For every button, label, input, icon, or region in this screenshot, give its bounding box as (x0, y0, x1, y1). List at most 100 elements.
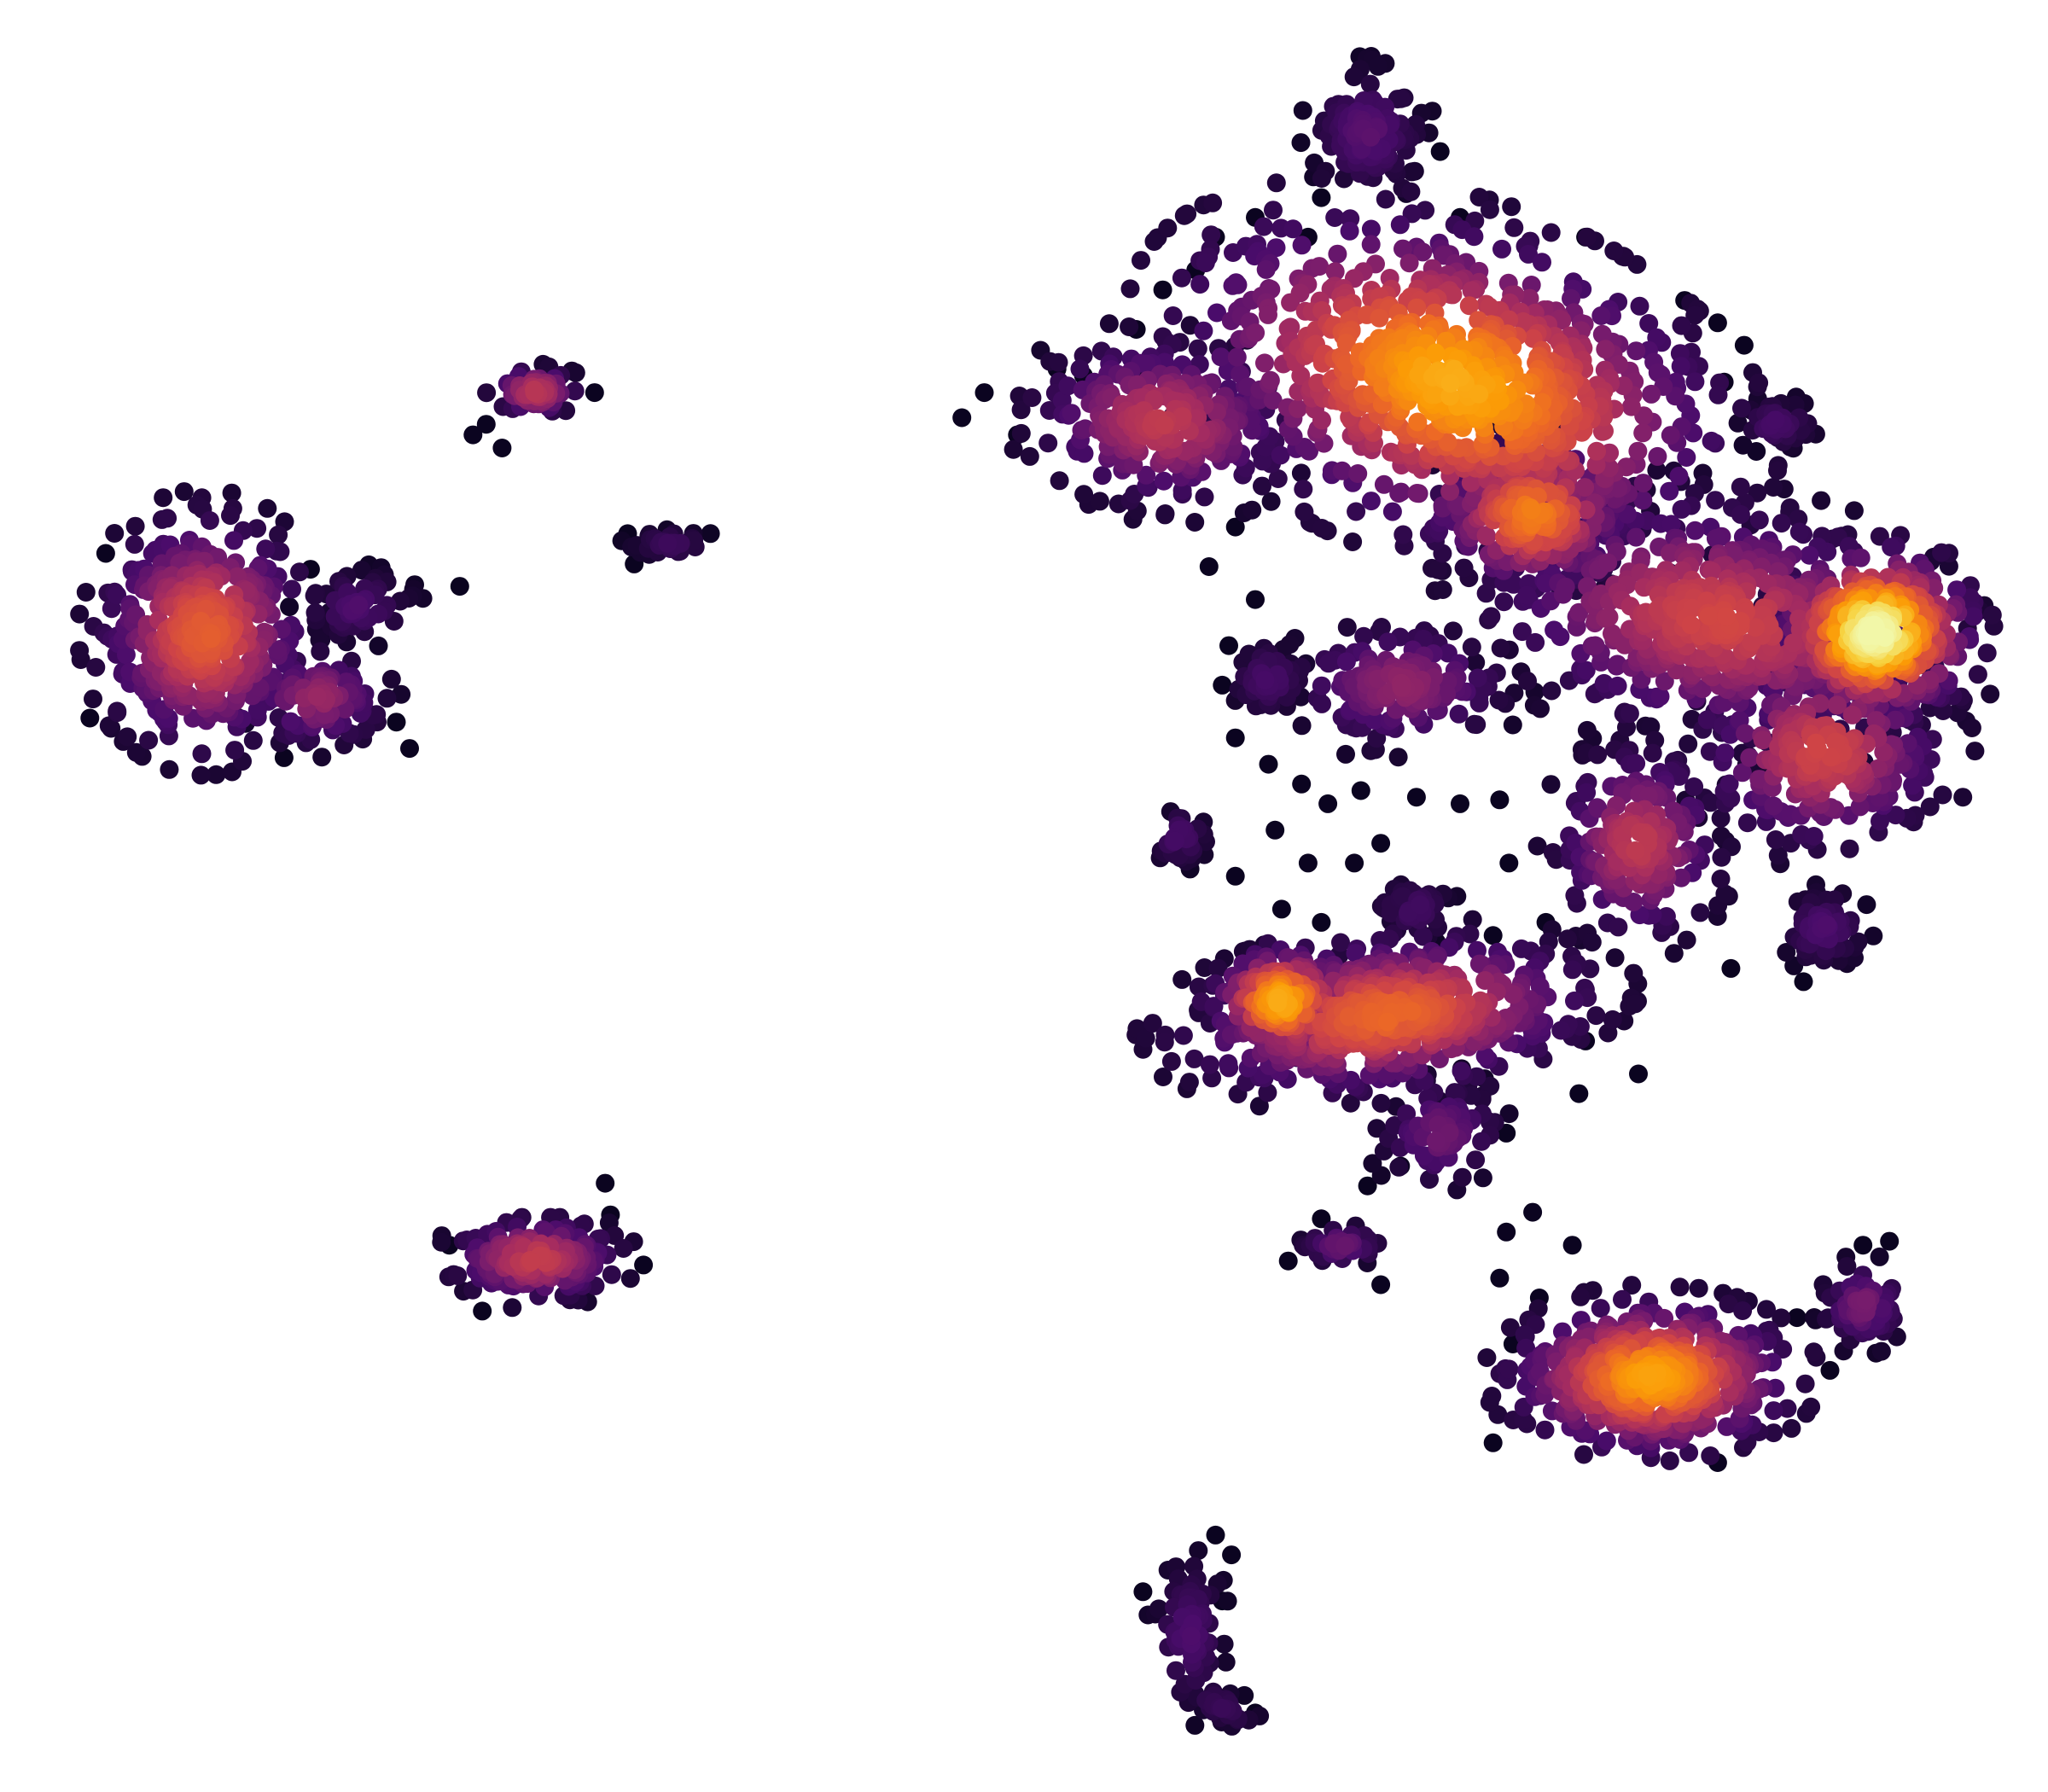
scatter-point (1468, 668, 1487, 688)
scatter-point (1049, 352, 1068, 372)
scatter-point (1475, 1046, 1495, 1066)
scatter-point (1795, 1374, 1815, 1393)
scatter-point (450, 577, 469, 596)
scatter-point (620, 1269, 640, 1289)
scatter-point (1242, 500, 1262, 520)
scatter-point (1535, 1420, 1555, 1440)
scatter-point (975, 383, 994, 403)
scatter-point (1194, 321, 1213, 340)
scatter-point (1452, 1167, 1472, 1187)
scatter-point (1556, 577, 1575, 596)
scatter-point (1857, 895, 1876, 915)
scatter-point (70, 604, 90, 624)
scatter-point (96, 544, 115, 563)
scatter-point (1953, 788, 1973, 807)
scatter-point (1490, 790, 1510, 810)
scatter-point (1499, 1359, 1519, 1379)
scatter-point (1591, 306, 1611, 325)
scatter-point (1328, 244, 1347, 264)
scatter-point (1218, 1591, 1237, 1611)
scatter-point (1598, 553, 1618, 573)
scatter-point (1345, 853, 1364, 873)
scatter-point (1577, 720, 1597, 740)
scatter-point (1871, 812, 1889, 831)
scatter-point (1039, 433, 1058, 453)
scatter-point (1681, 615, 1701, 635)
scatter-point (1154, 1068, 1172, 1086)
scatter-point (1576, 660, 1596, 680)
scatter-point (1768, 461, 1787, 480)
scatter-point (1420, 1170, 1439, 1190)
scatter-point (1099, 314, 1119, 334)
scatter-point (1684, 777, 1704, 796)
scatter-point (1947, 580, 1967, 600)
scatter-point (1708, 313, 1727, 333)
scatter-point (1413, 927, 1433, 946)
scatter-point (1671, 357, 1690, 376)
scatter-point (247, 701, 267, 720)
scatter-point (200, 511, 219, 530)
scatter-point (1430, 142, 1450, 161)
scatter-point (1336, 744, 1355, 764)
scatter-point (1903, 776, 1923, 795)
scatter-point (1346, 944, 1365, 963)
scatter-point (1212, 1699, 1231, 1718)
scatter-point (448, 1266, 468, 1285)
scatter-point (1977, 643, 1997, 663)
scatter-point (1312, 169, 1331, 188)
scatter-point (1749, 510, 1769, 530)
scatter-point (1660, 1451, 1679, 1470)
scatter-point (1642, 384, 1661, 404)
scatter-point (1562, 960, 1582, 980)
scatter-point (1766, 410, 1785, 430)
scatter-point (1597, 1431, 1616, 1451)
scatter-point (1271, 899, 1291, 919)
scatter-point (1253, 476, 1271, 496)
scatter-point (1812, 491, 1831, 510)
scatter-point (1794, 972, 1813, 992)
scatter-point (1216, 1652, 1236, 1672)
scatter-point (1443, 621, 1463, 641)
scatter-point (84, 689, 102, 709)
scatter-point (602, 1265, 621, 1284)
scatter-point (1757, 1300, 1776, 1319)
scatter-point (1526, 632, 1545, 652)
scatter-point (1502, 197, 1521, 217)
scatter-point (1706, 491, 1725, 510)
scatter-point (1562, 1236, 1582, 1255)
scatter-point (269, 525, 288, 544)
scatter-point (1842, 705, 1862, 724)
scatter-points (70, 47, 2004, 1736)
scatter-point (1368, 56, 1388, 76)
scatter-point (1278, 1251, 1298, 1271)
scatter-point (1312, 912, 1331, 932)
scatter-point (1712, 847, 1731, 867)
scatter-point (1981, 684, 2000, 704)
scatter-point (1204, 997, 1224, 1016)
scatter-point (1880, 1231, 1900, 1251)
scatter-point (1541, 223, 1561, 242)
scatter-point (1519, 244, 1538, 264)
scatter-point (1469, 693, 1489, 713)
scatter-point (1433, 580, 1452, 599)
scatter-point (1499, 853, 1519, 873)
scatter-point (1467, 715, 1487, 735)
scatter-point (1804, 827, 1824, 846)
scatter-point (160, 759, 179, 779)
scatter-point (1626, 994, 1645, 1014)
scatter-point (1740, 748, 1760, 767)
scatter-point (1656, 907, 1676, 926)
scatter-point (352, 561, 371, 580)
scatter-point (1731, 504, 1750, 524)
scatter-point (392, 684, 411, 704)
scatter-point (1235, 1685, 1254, 1705)
scatter-point (1318, 794, 1338, 813)
scatter-point (1173, 1026, 1193, 1045)
scatter-point (432, 1232, 451, 1252)
scatter-point (1604, 241, 1624, 260)
scatter-point (1685, 521, 1705, 540)
scatter-point (1062, 404, 1081, 423)
scatter-point (1661, 426, 1680, 445)
scatter-point (1347, 502, 1366, 521)
scatter-point (1494, 592, 1514, 612)
